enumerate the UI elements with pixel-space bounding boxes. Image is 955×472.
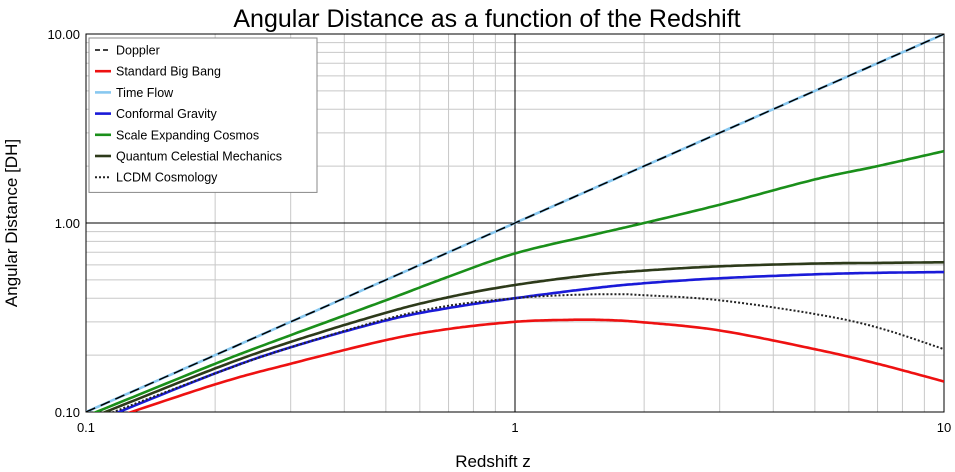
legend-label: Conformal Gravity	[116, 107, 217, 121]
y-tick-label: 0.10	[55, 405, 80, 420]
chart-title: Angular Distance as a function of the Re…	[233, 5, 740, 33]
y-tick-label: 10.00	[47, 27, 80, 42]
x-axis-label: Redshift z	[455, 452, 531, 471]
tick-labels: 0.1 1 10 0.10 1.00 10.00	[47, 27, 951, 435]
series-line-6	[110, 293, 944, 412]
x-tick-label: 0.1	[77, 420, 95, 435]
x-tick-label: 10	[937, 420, 951, 435]
legend-box	[88, 37, 318, 193]
legend-label: Scale Expanding Cosmos	[116, 128, 259, 142]
series-line-0	[86, 34, 944, 412]
series-line-1	[127, 318, 944, 412]
x-tick-label: 1	[511, 420, 518, 435]
legend-label: Doppler	[116, 44, 160, 58]
series-line-4	[92, 149, 944, 412]
plot-frame	[85, 33, 945, 413]
legend-label: Quantum Celestial Mechanics	[116, 150, 282, 164]
legend-label: Time Flow	[116, 86, 174, 100]
series-lines	[86, 34, 944, 412]
legend-label: Standard Big Bang	[116, 65, 221, 79]
series-line-5	[101, 260, 944, 412]
legend-label: LCDM Cosmology	[116, 171, 218, 185]
y-tick-label: 1.00	[55, 216, 80, 231]
legend: Doppler Standard Big Bang Time Flow Conform…	[88, 37, 318, 193]
y-axis-label: Angular Distance [DH]	[2, 139, 21, 307]
